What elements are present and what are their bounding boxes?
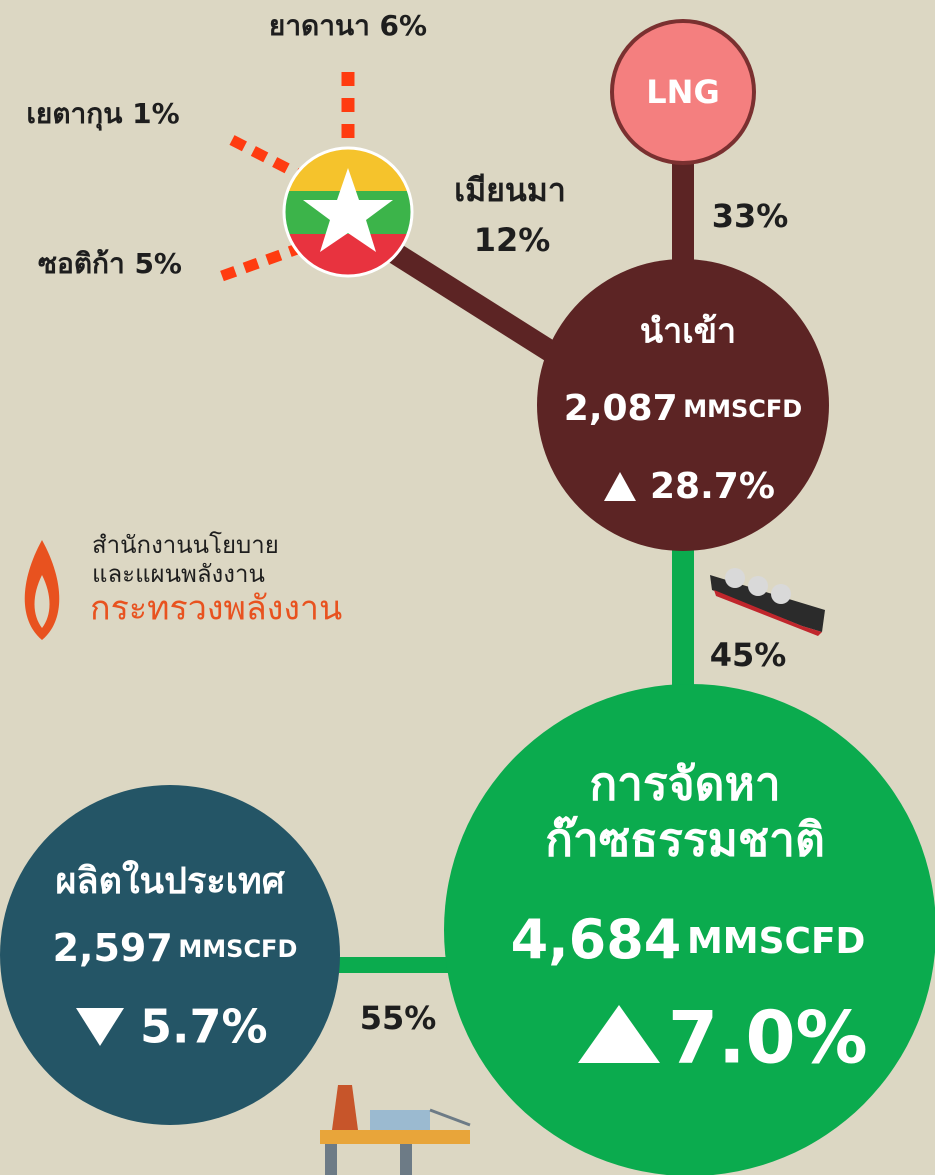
import-change: 28.7% xyxy=(650,466,775,507)
value: 2,597 xyxy=(53,926,173,970)
import-title: นำเข้า xyxy=(640,312,736,352)
logo-text: และแผนพลังงาน xyxy=(92,560,265,588)
import-share: 45% xyxy=(710,636,787,674)
unit: MMSCFD xyxy=(178,935,297,963)
field-label: ซอติก้า 5% xyxy=(38,247,182,280)
logo-text: สำนักงานนโยบาย xyxy=(92,531,279,559)
diagram: สำนักงานนโยบาย และแผนพลังงาน กระทรวงพลัง… xyxy=(0,0,935,1175)
field-label: ยาดานา 6% xyxy=(269,9,427,42)
domestic-change: 5.7% xyxy=(140,1000,268,1054)
unit: MMSCFD xyxy=(687,921,865,962)
value: 2,087 xyxy=(564,388,678,429)
page: สำนักงานนโยบาย และแผนพลังงาน กระทรวงพลัง… xyxy=(0,0,935,1175)
myanmar-share: 12% xyxy=(474,221,551,259)
import-value: 2,087 MMSCFD xyxy=(564,388,802,429)
myanmar-name: เมียนมา xyxy=(454,171,566,209)
supply-title: ก๊าซธรรมชาติ xyxy=(545,813,825,867)
supply-title: การจัดหา xyxy=(589,757,780,811)
domestic-title: ผลิตในประเทศ xyxy=(55,859,285,902)
lng-name: LNG xyxy=(646,73,719,111)
lng-share: 33% xyxy=(712,197,789,235)
field-label: เยตากุน 1% xyxy=(26,97,179,131)
domestic-share: 55% xyxy=(360,999,437,1037)
value: 4,684 xyxy=(511,908,682,971)
unit: MMSCFD xyxy=(683,395,802,423)
supply-change: 7.0% xyxy=(668,996,868,1080)
logo-text: กระทรวงพลังงาน xyxy=(90,589,342,629)
